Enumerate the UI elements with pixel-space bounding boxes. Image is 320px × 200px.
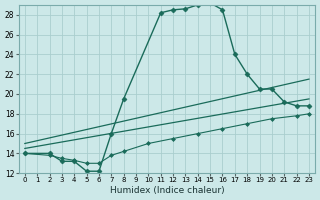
X-axis label: Humidex (Indice chaleur): Humidex (Indice chaleur) [109, 186, 224, 195]
